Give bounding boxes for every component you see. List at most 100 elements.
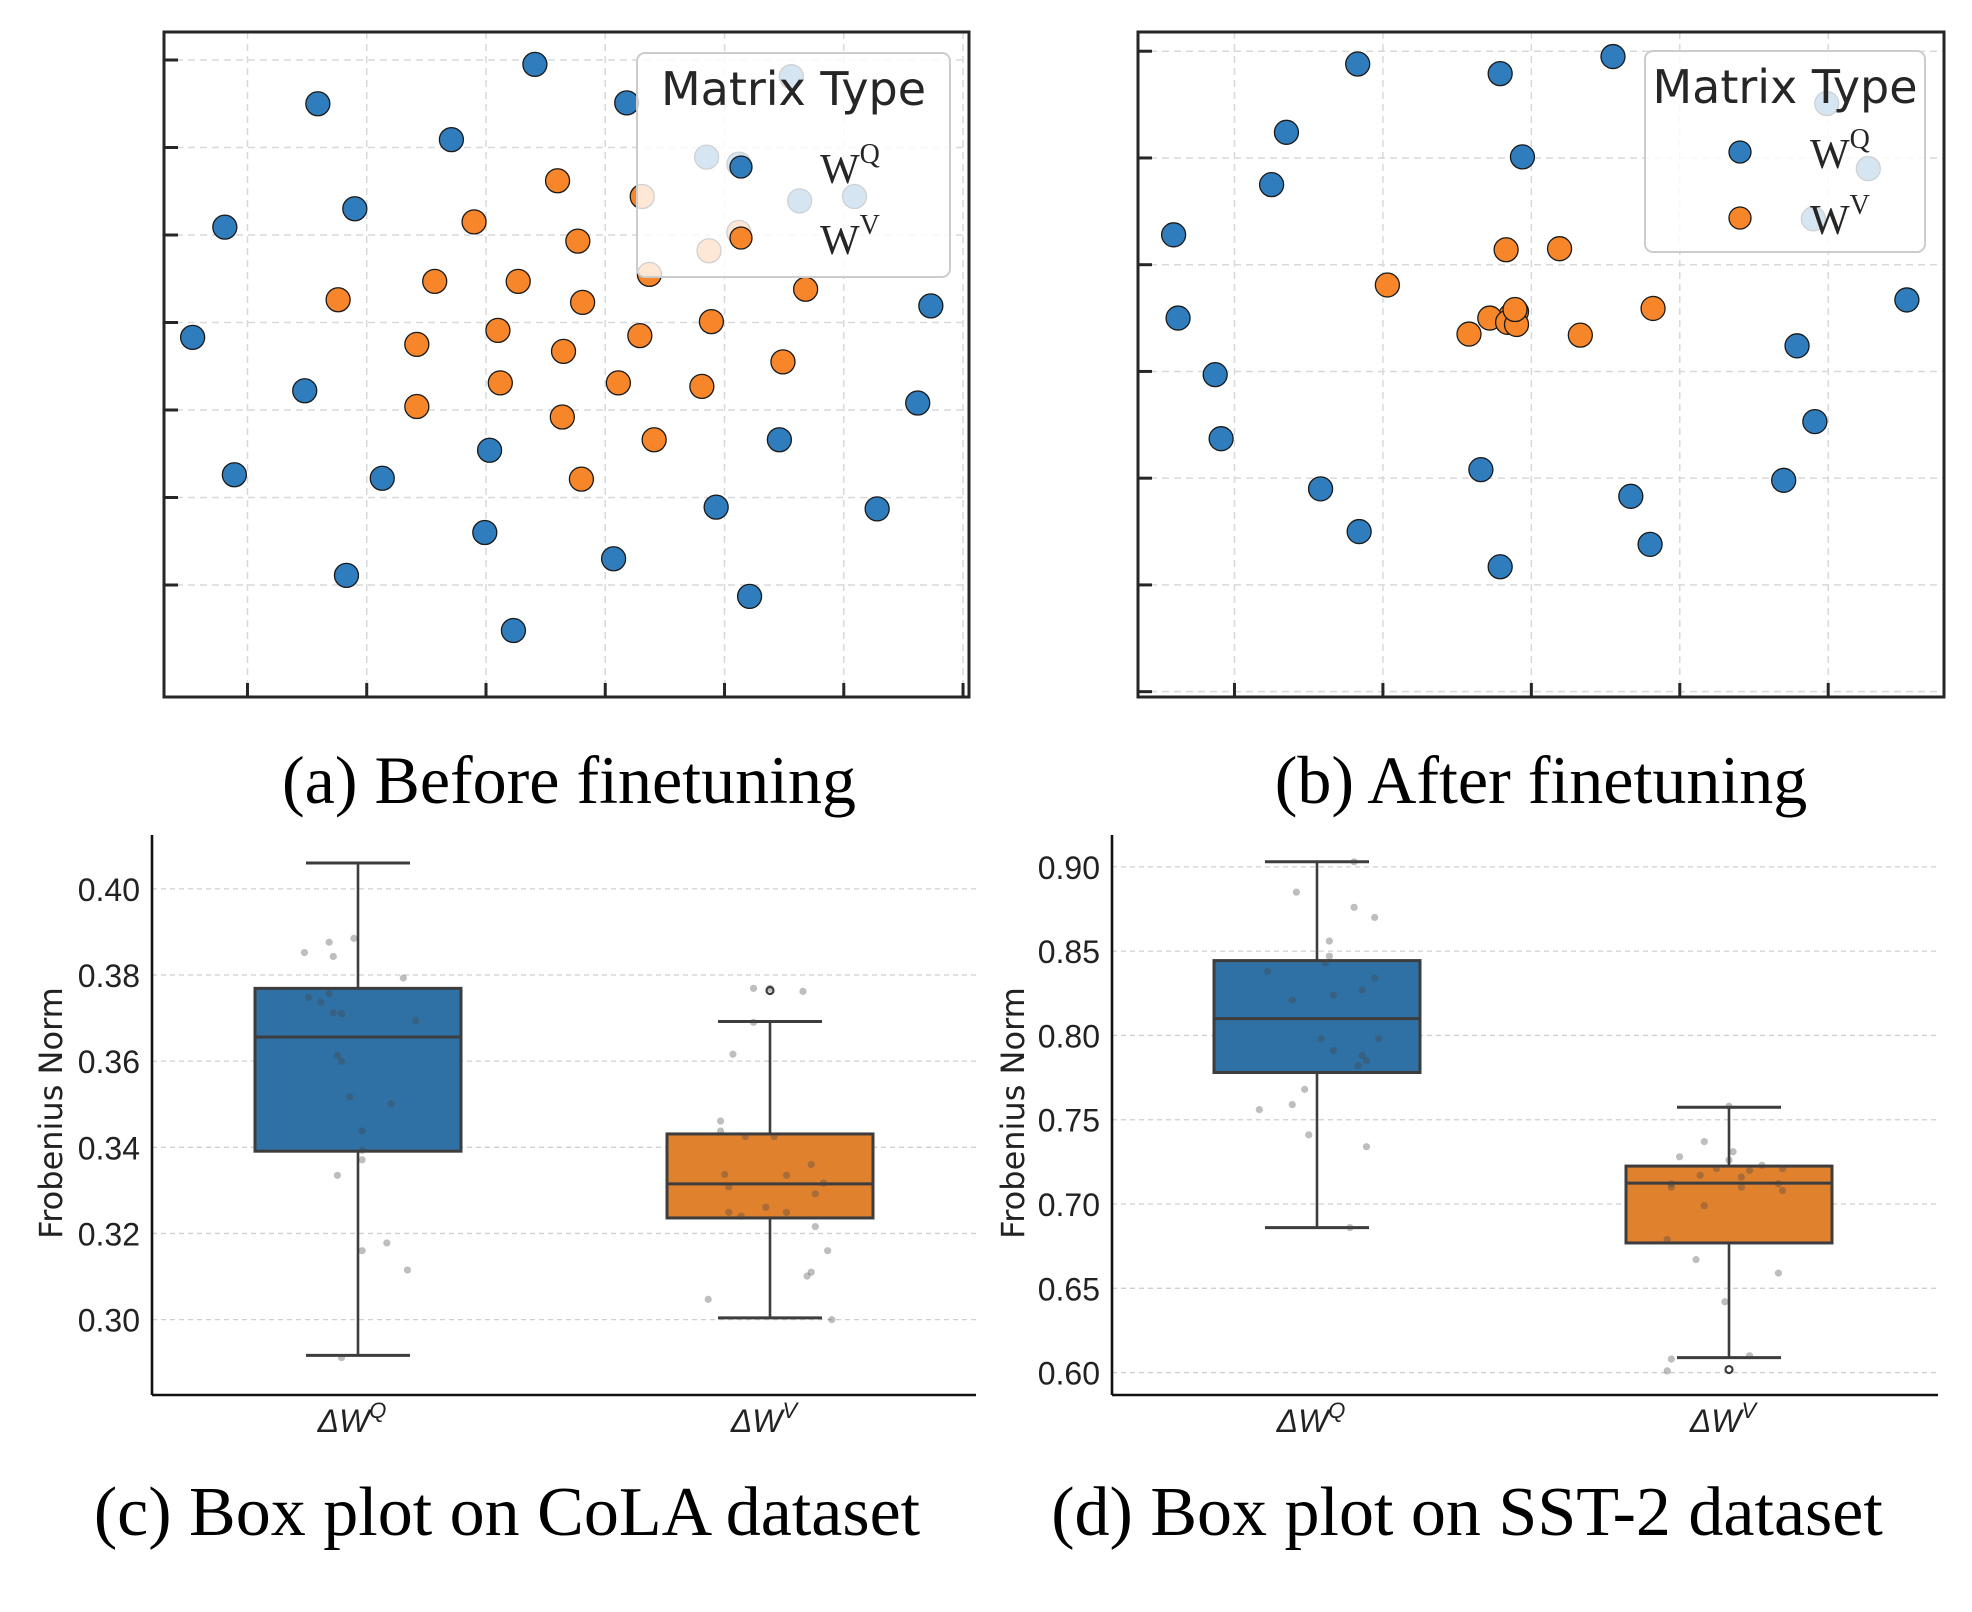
data-point — [1667, 1183, 1675, 1191]
data-point — [350, 934, 358, 942]
data-point — [762, 1203, 770, 1211]
y-axis-label-c: Frobenius Norm — [32, 987, 70, 1239]
point-wv — [487, 370, 513, 396]
data-point — [387, 1100, 395, 1108]
point-wq — [292, 378, 318, 404]
point-wq — [1618, 483, 1644, 509]
scatter-panel-before: Matrix Type WQ WV — [162, 30, 971, 699]
point-wq — [918, 293, 944, 319]
data-point — [1725, 1102, 1733, 1110]
point-wv — [1493, 237, 1519, 263]
point-wq — [703, 494, 729, 520]
point-wv — [325, 287, 351, 313]
y-tick-label: 0.85 — [1038, 934, 1100, 970]
iqr-box — [665, 1132, 875, 1220]
data-point — [782, 1208, 791, 1216]
x-tick-label: ΔWV — [730, 1398, 800, 1439]
legend-box — [636, 52, 951, 278]
point-wq — [1637, 531, 1663, 558]
data-point — [1346, 1224, 1354, 1232]
data-point — [725, 1183, 733, 1191]
point-wq — [1346, 518, 1372, 545]
y-tick-label: 0.38 — [78, 958, 140, 994]
data-point — [725, 1208, 733, 1216]
iqr-box — [1624, 1164, 1834, 1245]
caption-b: (b) After finetuning — [1275, 742, 1808, 818]
point-wv — [461, 209, 487, 235]
data-point — [1362, 1057, 1371, 1065]
point-wq — [369, 465, 395, 491]
boxplot-panel-cola: 0.30 0.32 0.34 0.36 0.38 0.40 ΔWQ ΔWV — [78, 835, 976, 1439]
data-point — [749, 1018, 758, 1026]
point-wq — [1468, 456, 1494, 483]
y-axis-label-d: Frobenius Norm — [994, 987, 1032, 1239]
data-point — [1725, 1156, 1733, 1164]
point-wv — [550, 338, 577, 365]
y-tick-label: 0.65 — [1038, 1271, 1100, 1307]
point-wq — [1258, 171, 1285, 198]
y-tick-label: 0.70 — [1038, 1187, 1100, 1223]
data-point — [807, 1160, 815, 1169]
data-point — [325, 938, 333, 946]
data-point — [337, 1353, 346, 1362]
legend-label-wq: WQ — [820, 139, 880, 193]
y-tick-label: 0.34 — [78, 1130, 140, 1166]
point-wv — [698, 308, 725, 335]
point-wv — [404, 331, 430, 358]
data-point — [358, 1247, 366, 1255]
outlier — [1724, 1364, 1734, 1375]
box-delta-wv — [665, 984, 875, 1324]
legend-label-wv: WV — [1810, 190, 1870, 244]
point-wv — [568, 466, 595, 492]
data-point — [1305, 1131, 1313, 1139]
box-delta-wq — [1212, 858, 1422, 1232]
point-wq — [1509, 144, 1536, 170]
data-point — [1774, 1180, 1783, 1188]
point-wv — [404, 393, 430, 420]
data-point — [329, 952, 337, 961]
data-point — [1317, 1035, 1325, 1043]
data-point — [737, 1212, 745, 1220]
data-point — [1667, 1355, 1675, 1363]
point-wq — [522, 51, 548, 78]
point-wq — [864, 496, 890, 522]
data-point — [1375, 1035, 1383, 1043]
data-point — [1675, 1153, 1684, 1161]
caption-a: (a) Before finetuning — [282, 742, 856, 818]
caption-d: (d) Box plot on SST-2 dataset — [1051, 1474, 1883, 1551]
point-wq — [500, 617, 527, 644]
y-tick-label: 0.40 — [78, 872, 140, 908]
point-wv — [792, 276, 819, 302]
legend-box — [1644, 50, 1926, 253]
point-wv — [1567, 322, 1593, 348]
y-tick-label: 0.60 — [1038, 1356, 1100, 1392]
point-wv — [565, 228, 591, 254]
point-wq — [305, 91, 331, 117]
data-point — [1700, 1202, 1708, 1210]
data-point — [1713, 1165, 1721, 1173]
data-point — [1358, 986, 1366, 994]
point-wq — [1160, 222, 1187, 248]
data-point — [333, 1171, 341, 1179]
data-point — [716, 1127, 725, 1135]
data-point — [329, 1009, 337, 1017]
point-wv — [605, 370, 632, 396]
data-point — [824, 1247, 832, 1255]
data-point — [1354, 1062, 1362, 1070]
data-point — [721, 1170, 729, 1179]
data-point — [358, 1156, 366, 1164]
point-wq — [1307, 476, 1334, 502]
point-wv — [689, 373, 715, 400]
point-wq — [476, 437, 503, 463]
data-point — [358, 1146, 366, 1154]
data-point — [346, 1093, 354, 1101]
point-wq — [1208, 426, 1234, 452]
data-point — [304, 993, 313, 1002]
data-point — [741, 1132, 749, 1141]
data-point — [1667, 1180, 1675, 1188]
y-tick-label: 0.75 — [1038, 1103, 1100, 1139]
y-tick-label: 0.90 — [1038, 850, 1100, 886]
data-point — [1696, 1171, 1704, 1179]
legend-marker-wq — [729, 155, 753, 179]
data-point — [1329, 1047, 1338, 1055]
